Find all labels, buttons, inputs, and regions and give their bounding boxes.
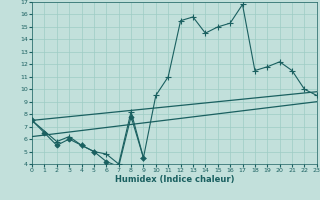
X-axis label: Humidex (Indice chaleur): Humidex (Indice chaleur)	[115, 175, 234, 184]
